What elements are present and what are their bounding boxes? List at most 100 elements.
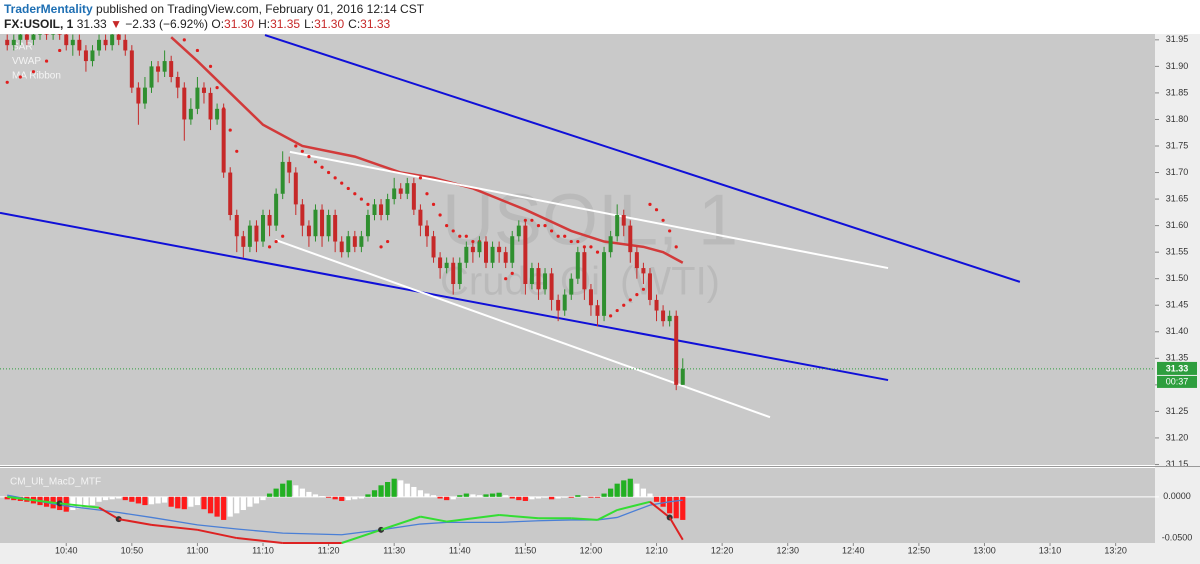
candle-body bbox=[661, 310, 666, 322]
ohlc-value: 31.30 bbox=[224, 17, 255, 31]
sar-dot bbox=[464, 234, 468, 238]
macd-line bbox=[7, 495, 60, 505]
ohlc-key: H: bbox=[258, 17, 271, 31]
y-tick-label: 31.35 bbox=[1166, 353, 1189, 363]
candle-body bbox=[431, 236, 436, 258]
publisher[interactable]: TraderMentality bbox=[4, 2, 93, 16]
trend-line bbox=[275, 239, 771, 419]
y-tick-label: 31.70 bbox=[1166, 167, 1189, 177]
candle-body bbox=[24, 34, 29, 40]
candle-body bbox=[608, 236, 613, 253]
candle-body bbox=[352, 236, 357, 247]
histogram-bar bbox=[4, 496, 10, 500]
histogram-bar bbox=[332, 496, 338, 500]
histogram-bar bbox=[489, 493, 496, 497]
candle-body bbox=[575, 252, 580, 279]
sar-dot bbox=[609, 314, 613, 318]
histogram-bar bbox=[680, 496, 686, 520]
sar-dot bbox=[589, 245, 593, 249]
candle-body bbox=[280, 161, 285, 194]
candle-body bbox=[392, 188, 397, 200]
sar-dot bbox=[267, 245, 272, 249]
cross-dot bbox=[115, 516, 122, 523]
sar-dot bbox=[445, 224, 449, 228]
candle-body bbox=[569, 278, 574, 295]
candle-body bbox=[201, 87, 206, 93]
macd-line bbox=[668, 516, 684, 541]
sar-dot bbox=[18, 75, 22, 79]
histogram-bar bbox=[398, 480, 404, 497]
candle-body bbox=[83, 50, 88, 62]
y-tick-label: 31.50 bbox=[1166, 273, 1189, 283]
histogram-bar bbox=[673, 496, 679, 519]
histogram-bar bbox=[240, 496, 246, 511]
ohlc-value: 31.35 bbox=[270, 17, 301, 31]
histogram-bar bbox=[247, 496, 253, 507]
histogram-bar bbox=[201, 496, 207, 510]
price-axis-bg bbox=[1155, 34, 1200, 564]
candle-body bbox=[490, 246, 495, 263]
candle-body bbox=[372, 204, 377, 215]
histogram-bar bbox=[391, 478, 397, 497]
candle-body bbox=[346, 236, 351, 253]
sar-dot bbox=[674, 245, 678, 249]
candle-body bbox=[44, 34, 49, 35]
candle-body bbox=[182, 87, 187, 120]
histogram-bar bbox=[555, 496, 561, 499]
sar-dot bbox=[536, 224, 541, 228]
histogram-bar bbox=[280, 483, 286, 497]
histogram-bar bbox=[102, 496, 109, 501]
histogram-bar bbox=[207, 496, 214, 514]
sar-dot bbox=[359, 197, 363, 201]
histogram-bar bbox=[135, 496, 141, 504]
histogram-bar bbox=[70, 496, 76, 511]
candle-body bbox=[497, 246, 502, 253]
histogram-bar bbox=[378, 485, 384, 497]
sar-dot bbox=[438, 213, 442, 217]
indicator-label: CM_Ult_MacD_MTF bbox=[10, 477, 101, 488]
sar-dot bbox=[556, 234, 560, 238]
x-tick-label: 13:20 bbox=[1104, 545, 1127, 555]
ohlc-key: L: bbox=[304, 17, 315, 31]
histogram-bar bbox=[568, 496, 574, 498]
histogram-bar bbox=[214, 496, 220, 517]
sar-dot bbox=[379, 245, 383, 249]
histogram-bar bbox=[430, 495, 437, 497]
histogram-bar bbox=[358, 496, 364, 499]
histogram-bar bbox=[463, 493, 469, 497]
sar-dot bbox=[648, 202, 652, 206]
indicator-label: VWAP bbox=[12, 56, 41, 67]
candle-body bbox=[208, 92, 213, 120]
candle-body bbox=[195, 87, 200, 109]
macd-line bbox=[616, 500, 651, 512]
candle-body bbox=[70, 39, 75, 46]
sar-dot bbox=[530, 218, 534, 222]
histogram-bar bbox=[476, 495, 483, 497]
candle-body bbox=[562, 294, 567, 311]
histogram-bar bbox=[168, 496, 174, 507]
macd-line bbox=[446, 513, 500, 523]
sar-dot bbox=[340, 181, 344, 185]
candle-body bbox=[293, 172, 298, 205]
histogram-bar bbox=[175, 496, 181, 509]
trend-line bbox=[289, 150, 889, 270]
candle-body bbox=[247, 225, 252, 247]
candle-body bbox=[582, 252, 587, 290]
y-tick-label: 31.80 bbox=[1166, 114, 1189, 124]
macd-line bbox=[341, 528, 382, 544]
x-tick-label: 12:30 bbox=[776, 545, 799, 555]
candle-body bbox=[162, 61, 167, 72]
x-tick-label: 10:40 bbox=[55, 545, 78, 555]
publish-line: TraderMentality published on TradingView… bbox=[4, 2, 424, 16]
histogram-bar bbox=[312, 494, 319, 497]
candle-body bbox=[484, 241, 489, 263]
candle-body bbox=[221, 108, 226, 173]
candle-body bbox=[228, 172, 233, 215]
candle-body bbox=[667, 315, 672, 322]
sar-dot bbox=[326, 170, 331, 175]
histogram-bar bbox=[109, 496, 115, 500]
candle-body bbox=[11, 39, 16, 46]
candle-body bbox=[110, 34, 115, 46]
histogram-bar bbox=[542, 496, 548, 498]
candle-body bbox=[320, 209, 325, 237]
